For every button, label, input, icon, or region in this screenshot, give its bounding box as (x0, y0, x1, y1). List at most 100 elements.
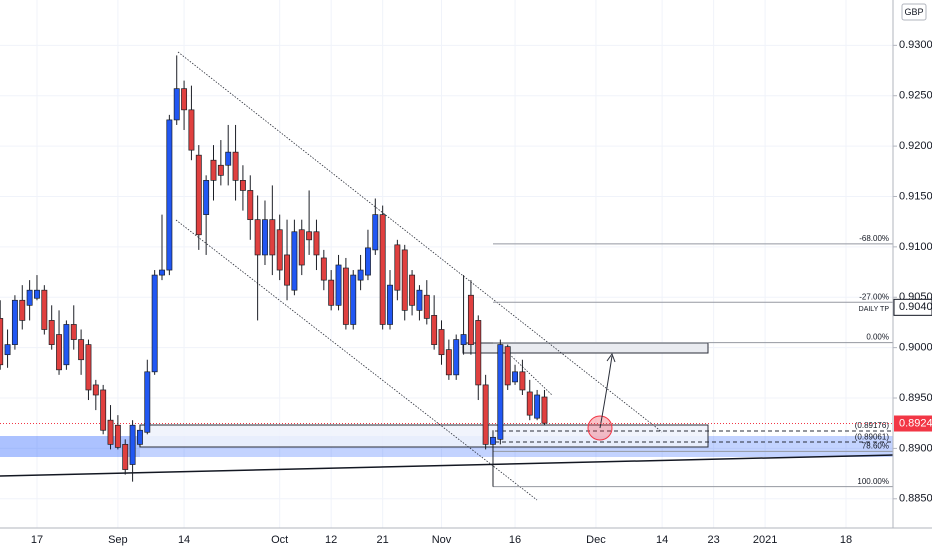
x-tick-label: 16 (509, 534, 521, 546)
candle-body (328, 279, 335, 306)
fib-level-label: (0.89061) (855, 432, 890, 441)
candle-body (151, 274, 158, 373)
last-price-label: 0.89247 (899, 417, 932, 429)
x-tick-label: Sep (108, 534, 128, 546)
candle-body (512, 371, 519, 383)
candle-body (0, 318, 4, 366)
candle-body (409, 274, 416, 306)
zone-box (139, 424, 709, 448)
candle-body (313, 231, 320, 256)
x-tick-label: 23 (708, 534, 720, 546)
time-axis: 17 Sep 14 Oct 12 21 Nov 16 Dec 14 23 2021 18 (31, 534, 852, 546)
candle-body (107, 419, 114, 445)
arrow (599, 355, 613, 429)
candle-body (298, 229, 305, 266)
candle-body (92, 384, 99, 396)
candle-body (467, 294, 474, 345)
candle-body (276, 229, 283, 271)
candle-body (78, 339, 85, 361)
x-tick-label: 18 (840, 534, 852, 546)
candle-body (379, 214, 386, 325)
candle-body (416, 289, 423, 311)
x-tick-label: Nov (432, 534, 452, 546)
candle-body (195, 154, 202, 236)
last-price-box (894, 415, 932, 432)
candle-body (438, 329, 445, 356)
candle-body (173, 88, 180, 121)
demand-zone-left (0, 436, 140, 457)
x-tick-label: 12 (325, 534, 337, 546)
candle-body (284, 254, 290, 286)
candle-body (203, 180, 210, 215)
candle-body (519, 371, 526, 391)
candle-body (262, 219, 268, 256)
candle-body (482, 384, 489, 445)
candles (0, 55, 548, 487)
x-tick-label: 2021 (753, 534, 777, 546)
candle-body (445, 349, 452, 376)
candle-body (48, 320, 55, 345)
candle-body (136, 429, 143, 445)
candle-body (401, 249, 408, 311)
candle-body (254, 219, 261, 256)
x-tick-label: 14 (656, 534, 668, 546)
candle-body (166, 119, 173, 271)
price-axis: 0.885000.890000.895000.900000.905000.910… (893, 39, 932, 505)
price-marker-box (893, 298, 932, 316)
price-marker-tag: DAILY TP (859, 306, 890, 313)
trend-line-small (504, 349, 553, 396)
candle-body (41, 289, 48, 330)
price-marker-label: 0.90400 (899, 301, 932, 313)
candle-body (217, 164, 224, 176)
candle-body (423, 294, 430, 319)
x-tick-label: 14 (178, 534, 190, 546)
candle-body (453, 339, 460, 376)
fib-level-label: -27.00% (859, 292, 889, 301)
candle-body (100, 389, 107, 431)
candle-body (181, 88, 188, 111)
candle-body (11, 299, 18, 345)
candle-body (159, 269, 165, 276)
candle-body (232, 151, 239, 181)
candle-body (291, 231, 298, 291)
candle-body (269, 219, 276, 256)
candle-body (475, 320, 482, 386)
candle-body (394, 244, 401, 291)
levels: -68.00% -27.00% 0.00% (0.89176) (0.89061)78.… (0, 234, 893, 488)
candle-body (129, 424, 136, 465)
x-tick-label: Oct (271, 534, 288, 546)
candle-body (320, 257, 327, 281)
candle-body (26, 289, 33, 306)
x-tick-label: 17 (31, 534, 43, 546)
candle-body (210, 159, 217, 181)
currency: GBP (904, 7, 923, 17)
arrow-head (606, 352, 616, 363)
candle-body (56, 334, 62, 371)
currency-box (901, 3, 927, 21)
candle-body (247, 190, 254, 221)
candle-body (335, 264, 342, 306)
candle-body (188, 109, 195, 151)
candle-body (225, 151, 232, 166)
candle-body (34, 289, 40, 299)
candle-body (541, 396, 548, 424)
candle-body (306, 231, 313, 241)
candle-body (350, 274, 357, 325)
candle-body (431, 315, 438, 345)
candle-body (460, 334, 467, 345)
fib-level-label: 78.60% (862, 442, 889, 451)
fib-level-label: 0.00% (866, 333, 889, 342)
candle-body (85, 344, 92, 391)
candle-body (497, 344, 504, 440)
support-line (0, 454, 894, 477)
